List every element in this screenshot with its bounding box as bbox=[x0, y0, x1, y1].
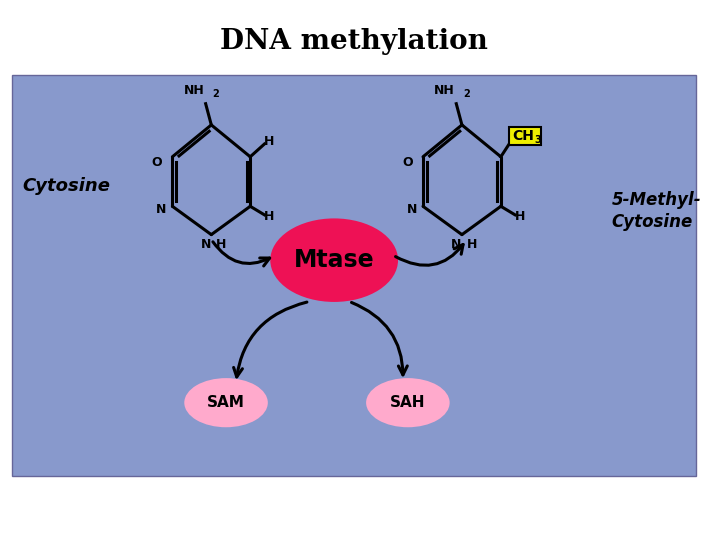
Text: 2: 2 bbox=[464, 90, 470, 99]
Text: N: N bbox=[156, 202, 166, 215]
Text: NH: NH bbox=[434, 84, 455, 97]
Text: CH: CH bbox=[512, 129, 534, 143]
Text: O: O bbox=[151, 156, 162, 169]
Text: NH: NH bbox=[184, 84, 204, 97]
Text: SAH: SAH bbox=[390, 395, 426, 410]
Text: O: O bbox=[402, 156, 413, 169]
Ellipse shape bbox=[184, 378, 268, 427]
Bar bbox=[12, 76, 696, 476]
Text: N: N bbox=[451, 238, 462, 251]
Ellipse shape bbox=[366, 378, 450, 427]
Text: Mtase: Mtase bbox=[294, 248, 374, 272]
Text: H: H bbox=[515, 210, 525, 222]
Bar bbox=[0, 5, 708, 73]
Text: N: N bbox=[200, 238, 211, 251]
Text: H: H bbox=[216, 238, 226, 251]
Text: Cytosine: Cytosine bbox=[23, 178, 111, 195]
Ellipse shape bbox=[270, 218, 398, 302]
Text: SAM: SAM bbox=[207, 395, 245, 410]
Text: 2: 2 bbox=[212, 90, 220, 99]
Text: H: H bbox=[264, 210, 274, 222]
Text: H: H bbox=[264, 134, 274, 148]
FancyBboxPatch shape bbox=[509, 127, 541, 145]
Text: 5-Methyl-
Cytosine: 5-Methyl- Cytosine bbox=[611, 191, 701, 231]
Text: H: H bbox=[467, 238, 477, 251]
Text: 3: 3 bbox=[535, 135, 541, 145]
Text: DNA methylation: DNA methylation bbox=[220, 28, 487, 55]
Text: N: N bbox=[407, 202, 417, 215]
